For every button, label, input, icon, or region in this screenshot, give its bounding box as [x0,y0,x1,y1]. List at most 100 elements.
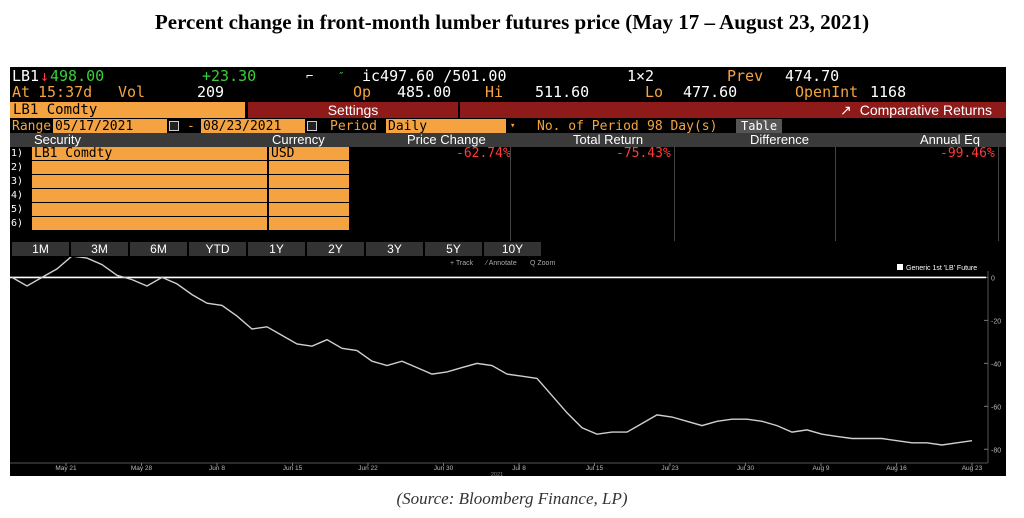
col-currency: Currency [272,132,325,147]
period-button-3y[interactable]: 3Y [366,242,423,256]
table-row[interactable]: 4) [10,189,1006,203]
period-button-5y[interactable]: 5Y [425,242,482,256]
calendar-icon[interactable] [307,121,317,131]
table-header: Security Currency Price Change Total Ret… [10,133,1006,147]
openint-label: OpenInt [795,83,859,101]
time-value: 15:37d [38,83,93,101]
col-difference: Difference [750,132,810,147]
series-line-lb-future [11,257,973,446]
y-tick-label: 0 [991,275,995,282]
start-date-input[interactable]: 05/17/2021 [53,119,167,134]
range-bar: Range 05/17/2021 - 08/23/2021 Period Dai… [10,119,1006,134]
figure-title: Percent change in front-month lumber fut… [154,10,870,34]
currency-cell[interactable] [269,203,349,216]
column-divider [998,147,999,241]
down-arrow-icon: ↓ [40,67,50,85]
annotate-tool[interactable]: ⁄ Annotate [484,260,517,267]
range-dash: - [187,119,195,134]
row-number: 2) [11,162,24,173]
figure-source: (Source: Bloomberg Finance, LP) [396,489,628,508]
period-button-10y[interactable]: 10Y [484,242,541,256]
comparative-returns-bar[interactable]: ↗ Comparative Returns [460,102,1006,118]
ticker: LB1 [12,67,40,85]
total-return-cell: -75.43% [616,146,671,161]
row-number: 6) [11,218,24,229]
y-tick-label: -20 [991,318,1001,325]
open-value: 485.00 [397,83,452,101]
row-number: 5) [11,204,24,215]
high-label: Hi [485,83,504,101]
toolbar: LB1 Comdty Settings ↗ Comparative Returns [10,102,1006,118]
x-tick-label: Jul 8 [512,465,526,472]
track-tool[interactable]: + Track [450,260,474,267]
open-label: Op [353,83,372,101]
size: 1×2 [627,67,655,85]
table-row[interactable]: 5) [10,203,1006,217]
chevron-down-icon[interactable]: ▾ [510,121,516,131]
period-button-ytd[interactable]: YTD [189,242,246,256]
export-icon[interactable]: ↗ [839,102,852,118]
num-periods-value: 98 Day(s) [647,119,718,134]
col-price-change: Price Change [407,132,486,147]
vol-label: Vol [118,83,146,101]
bloomberg-terminal: LB1 ↓ 498.00 +23.30 ⌐ ″ ic497.60 /501.00… [10,67,1006,476]
low-label: Lo [645,83,664,101]
security-field[interactable]: LB1 Comdty [10,102,245,118]
currency-cell[interactable] [269,175,349,188]
range-label: Range [12,119,52,134]
end-date-input[interactable]: 08/23/2021 [201,119,305,134]
x-tick-label: Jul 30 [737,465,755,472]
bid-ask: ic497.60 /501.00 [362,67,507,85]
x-tick-label: Jun 8 [209,465,225,472]
price-chart[interactable]: + Track ⁄ Annotate Q Zoom Generic 1st 'L… [10,257,1006,476]
period-button-6m[interactable]: 6M [130,242,187,256]
low-value: 477.60 [683,83,738,101]
calendar-icon[interactable] [169,121,179,131]
security-cell[interactable]: LB1 Comdty [32,147,267,160]
x-tick-label: Aug 23 [962,465,983,472]
period-button-1y[interactable]: 1Y [248,242,305,256]
zoom-tool[interactable]: Q Zoom [530,260,555,267]
table-button[interactable]: Table [736,119,783,133]
period-button-3m[interactable]: 3M [71,242,128,256]
currency-cell[interactable] [269,217,349,230]
x-tick-label: May 21 [55,465,77,472]
x-tick-label: Aug 9 [813,465,830,472]
high-value: 511.60 [535,83,590,101]
period-button-1m[interactable]: 1M [12,242,69,256]
security-cell[interactable] [32,175,267,188]
currency-cell[interactable]: USD [269,147,349,160]
period-buttons: 1M 3M 6M YTD 1Y 2Y 3Y 5Y 10Y [10,241,1006,257]
y-tick-label: -80 [991,447,1001,454]
row-number: 1) [11,148,24,159]
comparative-returns-title: Comparative Returns [859,102,992,118]
col-total-return: Total Return [573,132,644,147]
currency-cell[interactable] [269,161,349,174]
security-cell[interactable] [32,189,267,202]
x-tick-label: Jul 15 [586,465,604,472]
prev-label: Prev [727,67,764,85]
security-cell[interactable] [32,217,267,230]
settings-button[interactable]: Settings [248,102,458,118]
period-select[interactable]: Daily [386,119,506,134]
chart-toolbar: + Track ⁄ Annotate Q Zoom [450,260,555,267]
x-tick-label: Jul 23 [661,465,679,472]
table-row[interactable]: 3) [10,175,1006,189]
currency-cell[interactable] [269,189,349,202]
security-cell[interactable] [32,161,267,174]
column-divider [835,147,836,241]
num-periods-label: No. of Period [537,119,639,134]
table-row[interactable]: 2) [10,161,1006,175]
prev-value: 474.70 [785,67,840,85]
table-row[interactable]: 6) [10,217,1006,231]
row-number: 3) [11,176,24,187]
security-cell[interactable] [32,203,267,216]
table-row[interactable]: 1) LB1 Comdty USD -62.74% -75.43% -99.46… [10,147,1006,161]
column-divider [674,147,675,241]
period-button-2y[interactable]: 2Y [307,242,364,256]
x-tick-label: Jun 22 [358,465,378,472]
y-tick-label: -60 [991,404,1001,411]
x-tick-label: May 28 [131,465,153,472]
x-year-label: 2021 [491,472,503,476]
x-tick-label: Jun 30 [434,465,454,472]
